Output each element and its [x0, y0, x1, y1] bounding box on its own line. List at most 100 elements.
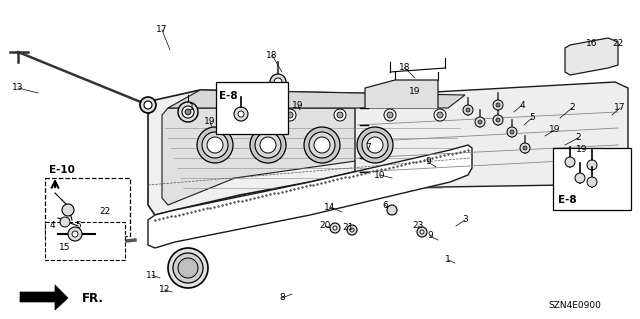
- Circle shape: [72, 231, 78, 237]
- Text: 15: 15: [60, 243, 71, 253]
- Circle shape: [274, 78, 282, 86]
- Circle shape: [250, 127, 286, 163]
- Circle shape: [95, 239, 105, 249]
- Circle shape: [182, 106, 194, 118]
- Circle shape: [187, 112, 193, 118]
- Circle shape: [475, 117, 485, 127]
- Circle shape: [493, 100, 503, 110]
- Polygon shape: [365, 80, 438, 108]
- Text: 1: 1: [189, 103, 195, 113]
- Polygon shape: [20, 285, 68, 310]
- Text: 13: 13: [12, 84, 24, 93]
- Text: 6: 6: [382, 201, 388, 210]
- Circle shape: [507, 127, 517, 137]
- Circle shape: [496, 103, 500, 107]
- Circle shape: [309, 132, 335, 158]
- Polygon shape: [148, 90, 478, 215]
- Text: 14: 14: [324, 203, 336, 211]
- Circle shape: [384, 109, 396, 121]
- Circle shape: [168, 248, 208, 288]
- Circle shape: [367, 137, 383, 153]
- Circle shape: [62, 204, 74, 216]
- Circle shape: [68, 227, 82, 241]
- Text: 22: 22: [99, 207, 111, 217]
- Text: 7: 7: [365, 144, 371, 152]
- Circle shape: [140, 97, 156, 113]
- Text: 19: 19: [292, 100, 304, 109]
- FancyBboxPatch shape: [216, 82, 288, 134]
- Circle shape: [347, 225, 357, 235]
- Circle shape: [178, 102, 198, 122]
- Circle shape: [575, 173, 585, 183]
- Text: 4: 4: [519, 100, 525, 109]
- Text: 16: 16: [586, 40, 598, 48]
- Circle shape: [463, 105, 473, 115]
- Circle shape: [387, 205, 397, 215]
- Circle shape: [434, 109, 446, 121]
- Circle shape: [270, 74, 286, 90]
- Circle shape: [334, 109, 346, 121]
- Circle shape: [238, 111, 244, 117]
- Circle shape: [314, 137, 330, 153]
- Polygon shape: [162, 108, 465, 205]
- Text: 1: 1: [445, 256, 451, 264]
- Circle shape: [287, 112, 293, 118]
- Polygon shape: [355, 82, 628, 188]
- Polygon shape: [148, 145, 472, 248]
- Text: 11: 11: [147, 271, 157, 279]
- Circle shape: [202, 132, 228, 158]
- Circle shape: [234, 107, 248, 121]
- Circle shape: [357, 127, 393, 163]
- Circle shape: [98, 242, 102, 246]
- Text: 10: 10: [374, 170, 386, 180]
- Text: 2: 2: [569, 103, 575, 113]
- Circle shape: [207, 137, 223, 153]
- Text: 19: 19: [409, 87, 420, 97]
- Polygon shape: [565, 38, 618, 75]
- Circle shape: [510, 130, 514, 134]
- Text: 3: 3: [462, 216, 468, 225]
- Circle shape: [387, 112, 393, 118]
- Text: 17: 17: [156, 26, 168, 34]
- Text: 18: 18: [399, 63, 411, 72]
- Text: 8: 8: [279, 293, 285, 302]
- Text: 2: 2: [575, 133, 581, 143]
- Circle shape: [197, 127, 233, 163]
- Text: 22: 22: [612, 40, 623, 48]
- Text: 20: 20: [319, 221, 331, 231]
- FancyBboxPatch shape: [45, 222, 125, 260]
- Text: E-10: E-10: [49, 165, 75, 175]
- Text: 19: 19: [204, 117, 216, 127]
- Circle shape: [304, 127, 340, 163]
- Text: 19: 19: [576, 145, 588, 154]
- Circle shape: [496, 118, 500, 122]
- Circle shape: [337, 112, 343, 118]
- Polygon shape: [168, 90, 465, 108]
- Text: 9: 9: [425, 158, 431, 167]
- Circle shape: [260, 137, 276, 153]
- Circle shape: [520, 143, 530, 153]
- Text: 17: 17: [614, 103, 626, 113]
- Circle shape: [178, 258, 198, 278]
- Circle shape: [185, 109, 191, 115]
- Text: 9: 9: [427, 232, 433, 241]
- Circle shape: [234, 109, 246, 121]
- Circle shape: [237, 112, 243, 118]
- Circle shape: [437, 112, 443, 118]
- Circle shape: [417, 227, 427, 237]
- Text: 5: 5: [75, 220, 81, 229]
- Circle shape: [478, 120, 482, 124]
- Circle shape: [523, 146, 527, 150]
- Text: 18: 18: [266, 50, 278, 60]
- Circle shape: [493, 115, 503, 125]
- Circle shape: [587, 160, 597, 170]
- Circle shape: [255, 132, 281, 158]
- Text: E-8: E-8: [558, 195, 577, 205]
- Text: 4: 4: [49, 220, 55, 229]
- Text: SZN4E0900: SZN4E0900: [548, 300, 601, 309]
- Circle shape: [60, 217, 70, 227]
- FancyBboxPatch shape: [553, 148, 631, 210]
- Text: 21: 21: [342, 224, 354, 233]
- Text: 12: 12: [159, 286, 171, 294]
- FancyBboxPatch shape: [45, 178, 130, 236]
